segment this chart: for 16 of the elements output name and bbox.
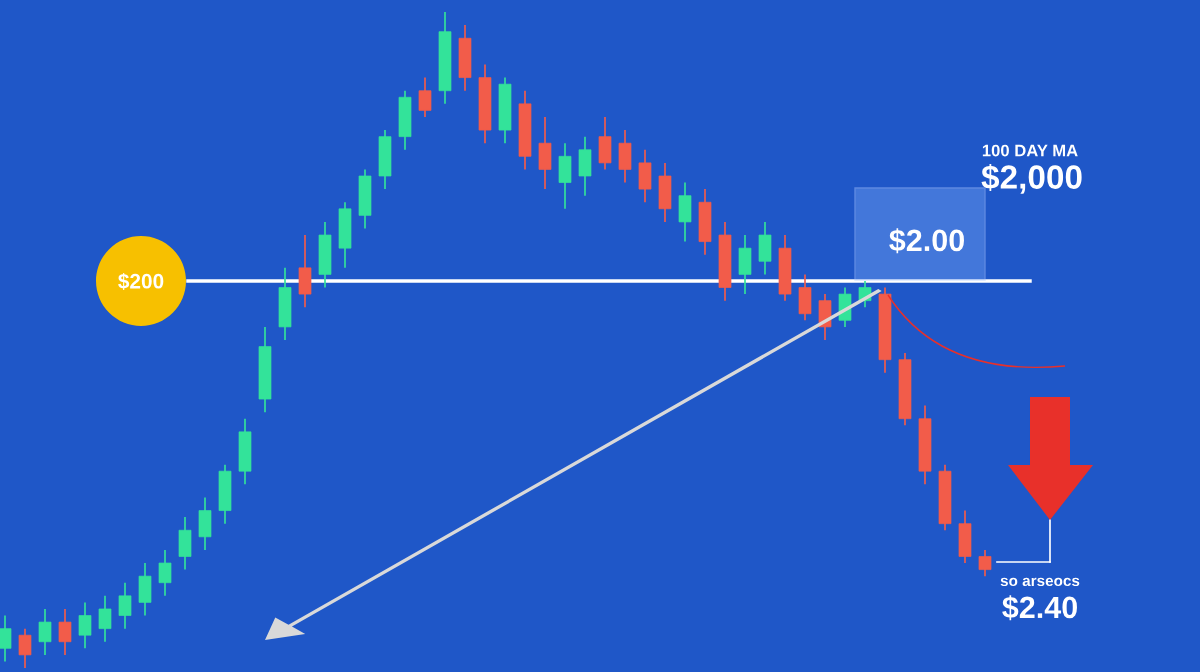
text: so arseocs [1000, 577, 1080, 587]
annotation: 100 DAY MA [982, 144, 1078, 157]
candlestick [158, 549, 172, 597]
candlestick [0, 614, 12, 663]
candlestick [418, 76, 432, 118]
candlestick [98, 595, 112, 643]
candlestick [18, 627, 32, 668]
candlestick [38, 608, 52, 656]
candlestick [118, 581, 132, 630]
candlestick [78, 601, 92, 650]
candlestick [58, 608, 72, 656]
annotation: $200 [118, 272, 164, 290]
annotation: $2,000 [981, 163, 1082, 194]
text: $2.40 [1002, 595, 1077, 621]
annotation: $2.00 [889, 228, 964, 254]
candlestick [978, 549, 992, 577]
